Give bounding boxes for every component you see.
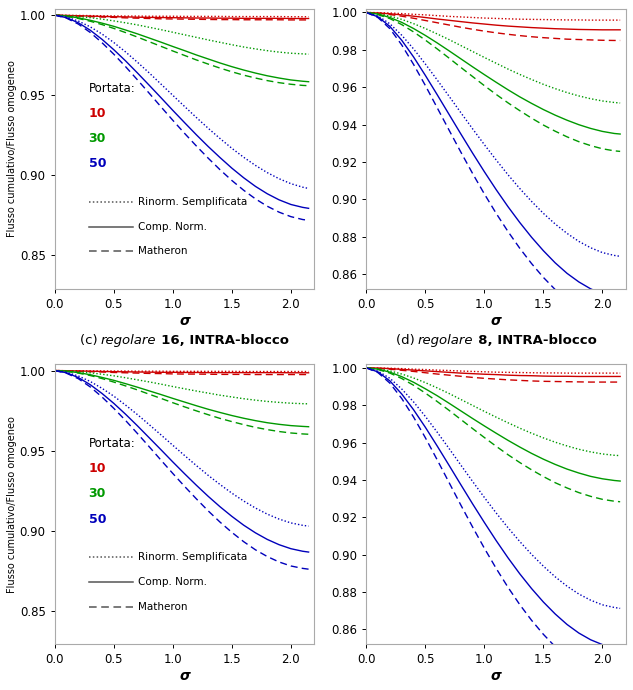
Text: (d): (d) bbox=[396, 335, 417, 347]
Text: Matheron: Matheron bbox=[138, 246, 187, 256]
Text: 30: 30 bbox=[89, 132, 106, 145]
Text: 50: 50 bbox=[89, 157, 106, 170]
Text: 10: 10 bbox=[89, 462, 106, 475]
X-axis label: σ: σ bbox=[179, 314, 190, 328]
Text: Portata:: Portata: bbox=[89, 437, 135, 450]
Text: regolare: regolare bbox=[101, 335, 156, 347]
Text: Portata:: Portata: bbox=[89, 81, 135, 95]
Text: Comp. Norm.: Comp. Norm. bbox=[138, 577, 207, 587]
X-axis label: σ: σ bbox=[179, 669, 190, 683]
Text: Rinorm. Semplificata: Rinorm. Semplificata bbox=[138, 197, 247, 207]
Y-axis label: Flusso cumulativo/Flusso omogeneo: Flusso cumulativo/Flusso omogeneo bbox=[7, 416, 17, 593]
X-axis label: σ: σ bbox=[491, 314, 501, 328]
Text: 8, INTRA-blocco: 8, INTRA-blocco bbox=[473, 335, 596, 347]
Text: regolare: regolare bbox=[417, 335, 473, 347]
Y-axis label: Flusso cumulativo/Flusso omogeneo: Flusso cumulativo/Flusso omogeneo bbox=[7, 60, 17, 237]
Text: 50: 50 bbox=[89, 513, 106, 526]
Text: 30: 30 bbox=[89, 487, 106, 500]
Text: Comp. Norm.: Comp. Norm. bbox=[138, 221, 207, 232]
Text: 10: 10 bbox=[89, 107, 106, 120]
Text: (c): (c) bbox=[80, 335, 101, 347]
Text: Matheron: Matheron bbox=[138, 602, 187, 612]
Text: Rinorm. Semplificata: Rinorm. Semplificata bbox=[138, 553, 247, 562]
X-axis label: σ: σ bbox=[491, 669, 501, 683]
Text: 16, INTRA-blocco: 16, INTRA-blocco bbox=[156, 335, 289, 347]
